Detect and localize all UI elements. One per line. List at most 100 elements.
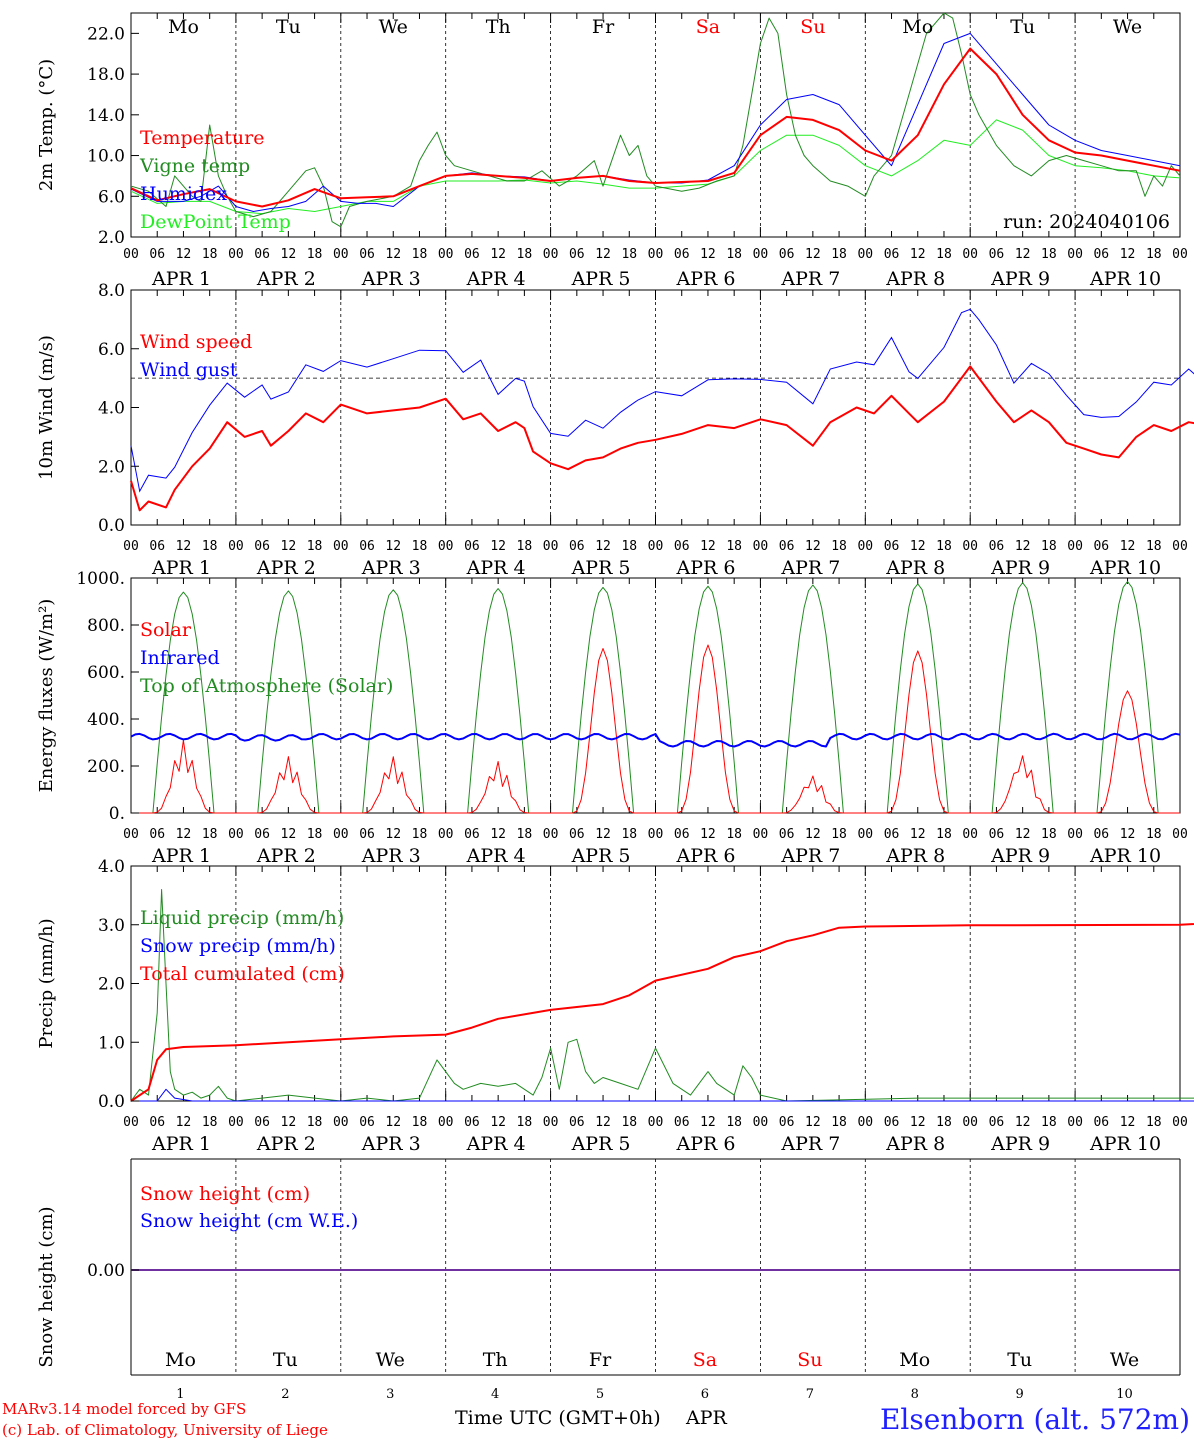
date-label: APR 8: [885, 845, 945, 867]
hour-tick-label: 06: [674, 827, 690, 842]
hour-tick-label: 18: [831, 539, 847, 554]
hour-tick-label: 12: [281, 827, 297, 842]
hour-tick-label: 06: [464, 247, 480, 262]
date-label: APR 8: [885, 557, 945, 579]
hour-tick-label: 00: [333, 1115, 349, 1130]
date-label: APR 7: [780, 845, 840, 867]
hour-tick-label: 00: [753, 247, 769, 262]
hour-tick-label: 00: [648, 827, 664, 842]
hour-tick-label: 00: [962, 827, 978, 842]
hour-tick-label: 06: [779, 827, 795, 842]
hour-tick-label: 18: [621, 539, 637, 554]
footer-model-credit: MARv3.14 model forced by GFS: [2, 1400, 246, 1418]
hour-tick-label: 12: [1015, 827, 1031, 842]
y-tick-label: 2.0: [98, 228, 125, 248]
legend-entry: Snow precip (mm/h): [140, 935, 336, 957]
hour-tick-label: 12: [805, 827, 821, 842]
date-label: APR 10: [1089, 1133, 1161, 1155]
day-number-label: 5: [596, 1387, 604, 1402]
day-number-label: 7: [806, 1387, 814, 1402]
day-name-label: Sa: [693, 1349, 717, 1371]
hour-tick-label: 18: [726, 539, 742, 554]
hour-tick-label: 06: [989, 539, 1005, 554]
hour-tick-label: 12: [176, 827, 192, 842]
y-tick-label: 0.00: [87, 1261, 125, 1281]
y-tick-label: 4.0: [98, 399, 125, 419]
legend-entry: Wind gust: [140, 359, 238, 381]
y-tick-label: 22.0: [87, 24, 125, 44]
hour-tick-label: 06: [1093, 247, 1109, 262]
hour-tick-label: 00: [543, 539, 559, 554]
day-name-label: Mo: [899, 1349, 930, 1371]
hour-tick-label: 12: [595, 827, 611, 842]
hour-tick-label: 12: [1120, 539, 1136, 554]
hour-tick-label: 18: [1146, 539, 1162, 554]
hour-tick-label: 00: [228, 1115, 244, 1130]
day-number-label: 6: [701, 1387, 709, 1402]
date-label: APR 3: [361, 557, 421, 579]
hour-tick-label: 18: [1041, 1115, 1057, 1130]
legend-entry: Liquid precip (mm/h): [140, 907, 344, 929]
hour-tick-label: 06: [989, 1115, 1005, 1130]
hour-tick-label: 18: [202, 827, 218, 842]
hour-tick-label: 12: [910, 539, 926, 554]
legend-entry: Total cumulated (cm): [140, 963, 345, 985]
hour-tick-label: 00: [333, 247, 349, 262]
hour-tick-label: 12: [281, 539, 297, 554]
date-label: APR 3: [361, 1133, 421, 1155]
date-label: APR 2: [256, 557, 316, 579]
day-name-label: Tu: [276, 16, 301, 38]
date-label: APR 10: [1089, 845, 1161, 867]
date-label: APR 9: [990, 268, 1050, 290]
hour-tick-label: 00: [1172, 539, 1188, 554]
y-tick-label: 2.0: [98, 457, 125, 477]
hour-tick-label: 18: [621, 247, 637, 262]
hour-tick-label: 18: [307, 247, 323, 262]
date-label: APR 5: [571, 557, 631, 579]
hour-tick-label: 00: [857, 1115, 873, 1130]
date-label: APR 2: [256, 845, 316, 867]
date-label: APR 7: [780, 268, 840, 290]
hour-tick-label: 00: [962, 539, 978, 554]
hour-tick-label: 12: [176, 247, 192, 262]
hour-tick-label: 06: [359, 827, 375, 842]
y-tick-label: 6.0: [98, 187, 125, 207]
y-tick-label: 3.0: [98, 916, 125, 936]
hour-tick-label: 18: [412, 247, 428, 262]
hour-tick-label: 00: [333, 539, 349, 554]
hour-tick-label: 12: [1015, 1115, 1031, 1130]
hour-tick-label: 00: [857, 539, 873, 554]
series-line-humidex: [131, 32, 1180, 212]
legend-entry: Vigne temp: [139, 155, 250, 177]
hour-tick-label: 12: [1120, 1115, 1136, 1130]
day-number-label: 2: [281, 1387, 289, 1402]
hour-tick-label: 12: [385, 827, 401, 842]
day-name-label: Su: [797, 1349, 822, 1371]
hour-tick-label: 00: [962, 247, 978, 262]
hour-tick-label: 00: [123, 827, 139, 842]
hour-tick-label: 18: [936, 539, 952, 554]
date-label: APR 9: [990, 845, 1050, 867]
y-tick-label: 1000.: [76, 569, 125, 589]
date-label: APR 1: [151, 268, 211, 290]
y-axis-label: Snow height (cm): [36, 1206, 57, 1367]
legend-entry: Temperature: [140, 127, 264, 149]
date-label: APR 7: [780, 1133, 840, 1155]
hour-tick-label: 00: [1067, 1115, 1083, 1130]
hour-tick-label: 00: [228, 539, 244, 554]
hour-tick-label: 18: [726, 1115, 742, 1130]
temperature-panel: 2.0 6.0 10.0 14.0 18.0 22.0 2m Temp. (°C) Mo Tu W…: [36, 12, 1188, 290]
y-tick-label: 4.0: [98, 857, 125, 877]
date-label: APR 8: [885, 268, 945, 290]
hour-tick-label: 06: [779, 539, 795, 554]
hour-tick-label: 06: [254, 539, 270, 554]
date-label: APR 9: [990, 557, 1050, 579]
y-tick-label: 10.0: [87, 147, 125, 167]
hour-tick-label: 00: [543, 1115, 559, 1130]
series-line-total-cumulated: [130, 922, 1194, 1102]
hour-tick-label: 12: [1120, 247, 1136, 262]
date-label: APR 8: [885, 1133, 945, 1155]
hour-tick-label: 06: [1093, 827, 1109, 842]
hour-tick-label: 18: [726, 247, 742, 262]
